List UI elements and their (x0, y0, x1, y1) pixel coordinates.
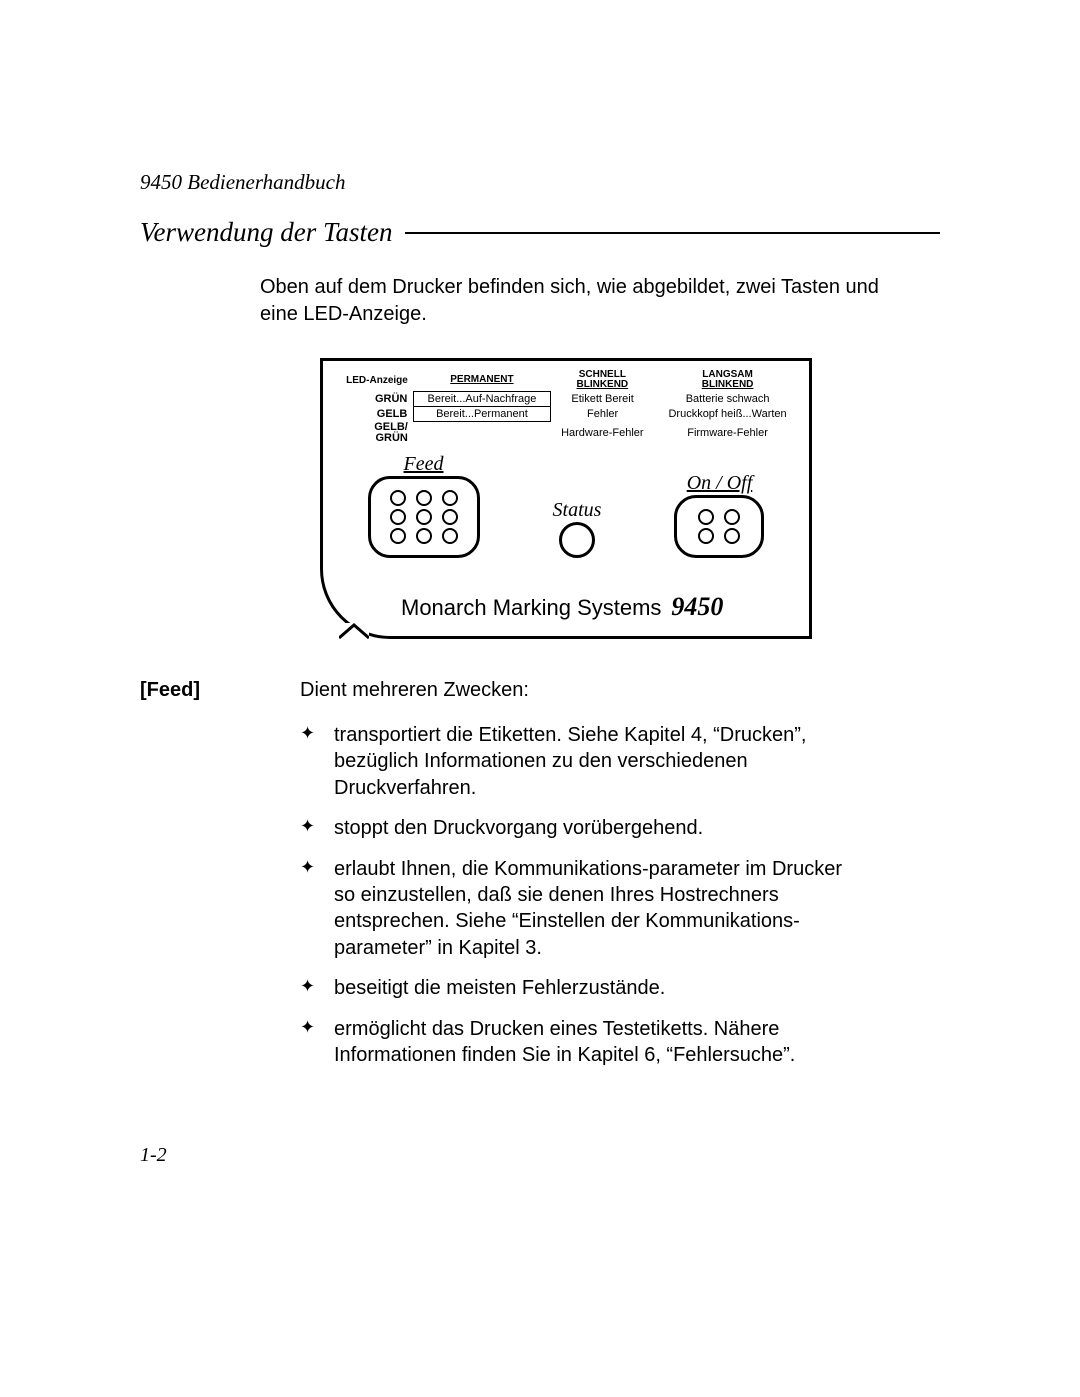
table-row: GELB/GRÜN Hardware-Fehler Firmware-Fehle… (331, 421, 801, 445)
feed-definition: [Feed] Dient mehreren Zwecken: transport… (140, 679, 940, 1082)
status-indicator: Status (553, 499, 602, 558)
section-rule (405, 232, 940, 234)
table-row: GELB Bereit...Permanent Fehler Druckkopf… (331, 406, 801, 421)
brand-row: Monarch Marking Systems 9450 (401, 592, 801, 622)
section-heading-row: Verwendung der Tasten (140, 217, 940, 248)
list-item: ermöglicht das Drucken eines Testetikett… (300, 1016, 860, 1069)
feed-button[interactable] (368, 476, 480, 558)
table-cell: Batterie schwach (655, 391, 801, 406)
feed-control: Feed (368, 453, 480, 558)
row-head: GELB/GRÜN (331, 421, 414, 445)
device-panel: LED-Anzeige PERMANENT SCHNELL BLINKEND L… (320, 358, 812, 639)
col-header-langsam-l2: BLINKEND (702, 379, 754, 390)
status-led (559, 522, 595, 558)
feed-label: Feed (368, 453, 480, 476)
running-header: 9450 Bedienerhandbuch (140, 170, 940, 195)
intro-paragraph: Oben auf dem Drucker befinden sich, wie … (260, 274, 880, 328)
row-head: GELB (331, 406, 414, 421)
row-head: GRÜN (331, 391, 414, 406)
section-title: Verwendung der Tasten (140, 217, 393, 248)
table-cell (414, 421, 550, 445)
table-cell: Fehler (550, 406, 655, 421)
col-header-schnell-l2: BLINKEND (576, 379, 628, 390)
list-item: erlaubt Ihnen, die Kommunikations-parame… (300, 856, 860, 962)
list-item: transportiert die Etiketten. Siehe Kapit… (300, 722, 860, 801)
status-label: Status (553, 499, 602, 522)
onoff-label: On / Off (674, 472, 764, 495)
table-cell: Bereit...Auf-Nachfrage (414, 391, 550, 406)
col-header-permanent: PERMANENT (414, 369, 550, 391)
led-status-table: LED-Anzeige PERMANENT SCHNELL BLINKEND L… (331, 369, 801, 445)
device-figure: LED-Anzeige PERMANENT SCHNELL BLINKEND L… (320, 358, 940, 639)
col-header-schnell: SCHNELL BLINKEND (550, 369, 655, 391)
table-cell: Etikett Bereit (550, 391, 655, 406)
col-header-langsam: LANGSAM BLINKEND (655, 369, 801, 391)
table-cell: Druckkopf heiß...Warten (655, 406, 801, 421)
feed-lead: Dient mehreren Zwecken: (300, 679, 860, 702)
brand-model: 9450 (671, 592, 723, 622)
list-item: stoppt den Druckvorgang vorübergehend. (300, 815, 860, 841)
controls-row: Feed Status On / Off (331, 453, 801, 558)
feed-bullet-list: transportiert die Etiketten. Siehe Kapit… (300, 722, 860, 1068)
feed-body: Dient mehreren Zwecken: transportiert di… (300, 679, 860, 1082)
feed-term: [Feed] (140, 679, 260, 1082)
onoff-control: On / Off (674, 472, 764, 558)
table-row: GRÜN Bereit...Auf-Nachfrage Etikett Bere… (331, 391, 801, 406)
brand-name: Monarch Marking Systems (401, 595, 661, 621)
table-cell: Firmware-Fehler (655, 421, 801, 445)
table-cell: Bereit...Permanent (414, 406, 550, 421)
list-item: beseitigt die meisten Fehlerzustände. (300, 975, 860, 1001)
onoff-button[interactable] (674, 495, 764, 558)
panel-notch (339, 623, 369, 639)
page-number: 1-2 (140, 1144, 167, 1167)
table-corner: LED-Anzeige (331, 369, 414, 391)
table-cell: Hardware-Fehler (550, 421, 655, 445)
